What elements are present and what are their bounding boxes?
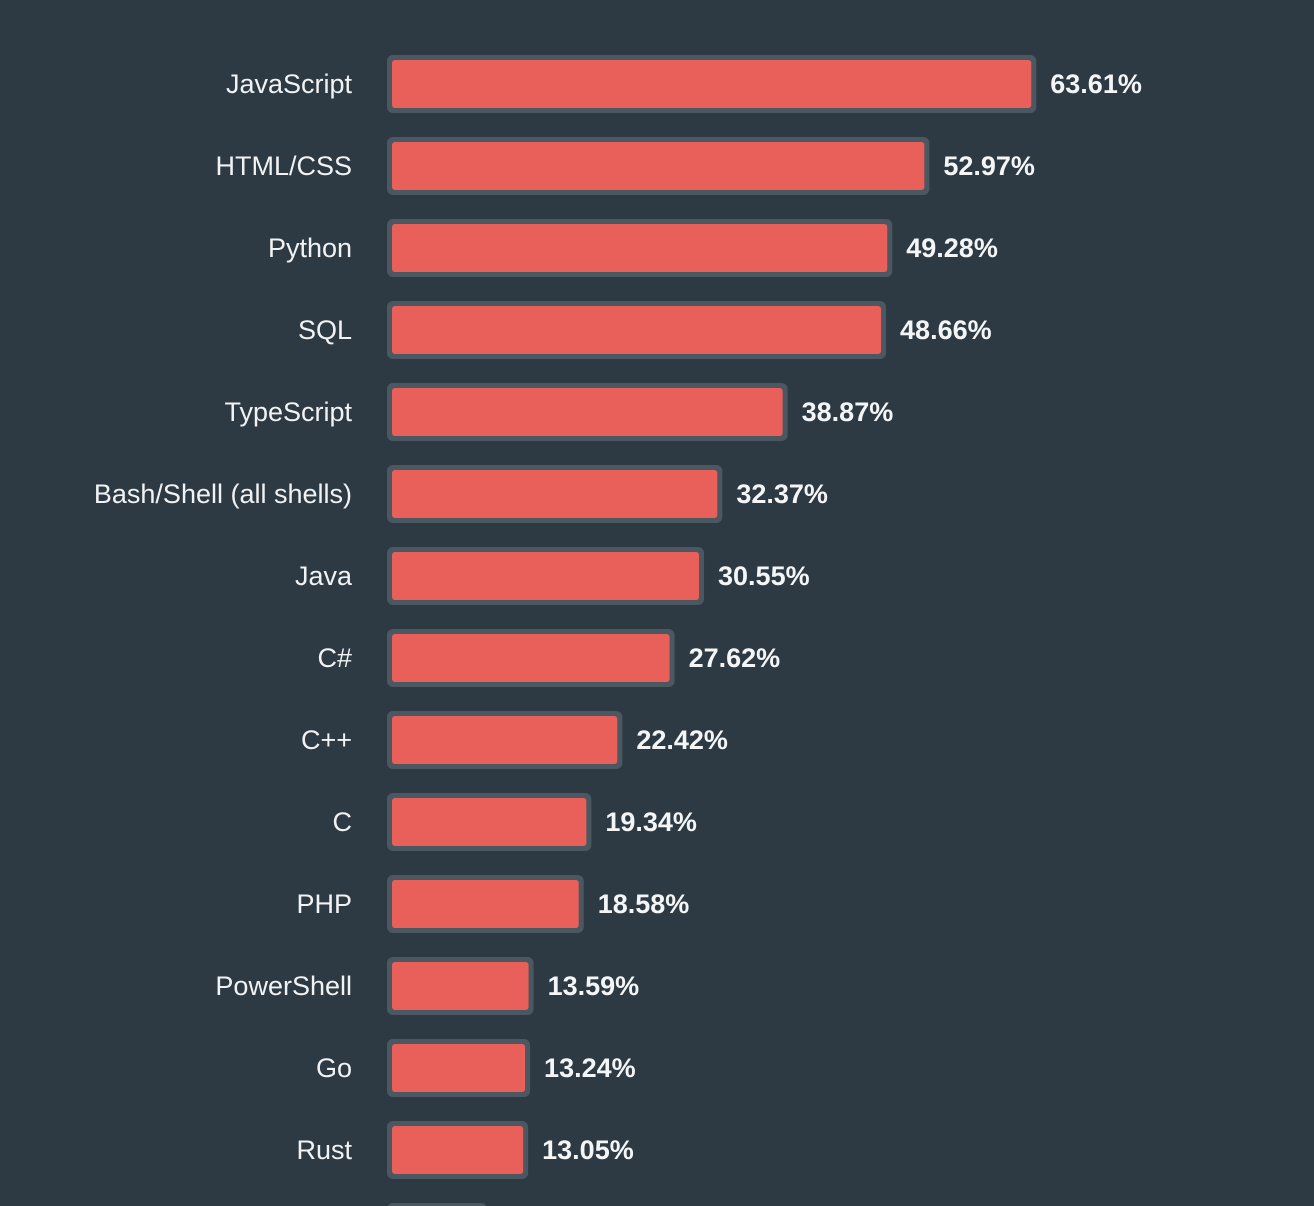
category-label-bash-shell-all-shells: Bash/Shell (all shells): [94, 479, 352, 509]
value-label-rust: 13.05%: [542, 1135, 634, 1165]
category-label-javascript: JavaScript: [226, 69, 353, 99]
value-label-powershell: 13.59%: [548, 971, 640, 1001]
category-label-rust: Rust: [296, 1135, 352, 1165]
category-label-java: Java: [295, 561, 353, 591]
value-label-python: 49.28%: [906, 233, 998, 263]
category-label-typescript: TypeScript: [224, 397, 352, 427]
value-label-javascript: 63.61%: [1050, 69, 1142, 99]
bar-javascript: [392, 60, 1032, 108]
value-label-bash-shell-all-shells: 32.37%: [736, 479, 828, 509]
category-label-php: PHP: [296, 889, 352, 919]
bar-c: [392, 634, 670, 682]
value-label-c: 27.62%: [689, 643, 781, 673]
value-label-java: 30.55%: [718, 561, 810, 591]
category-label-python: Python: [268, 233, 352, 263]
bar-php: [392, 880, 579, 928]
bar-html-css: [392, 142, 925, 190]
bar-typescript: [392, 388, 783, 436]
value-label-c: 19.34%: [605, 807, 697, 837]
bar-c: [392, 798, 587, 846]
value-label-sql: 48.66%: [900, 315, 992, 345]
bar-java: [392, 552, 700, 600]
bar-outline-truncated: [387, 1203, 487, 1206]
bars-group: JavaScript 63.61% HTML/CSS 52.97% Python 49.2…: [94, 55, 1142, 1206]
category-label-c: C++: [301, 725, 352, 755]
bar-bash-shell-all-shells: [392, 470, 718, 518]
category-label-powershell: PowerShell: [215, 971, 352, 1001]
bar-rust: [392, 1126, 524, 1174]
value-label-html-css: 52.97%: [943, 151, 1035, 181]
bar-powershell: [392, 962, 529, 1010]
bar-sql: [392, 306, 882, 354]
bar-python: [392, 224, 888, 272]
value-label-typescript: 38.87%: [802, 397, 894, 427]
bar-c: [392, 716, 618, 764]
category-label-html-css: HTML/CSS: [215, 151, 352, 181]
category-label-c: C: [333, 807, 353, 837]
bar-go: [392, 1044, 526, 1092]
category-label-c: C#: [317, 643, 352, 673]
category-label-sql: SQL: [298, 315, 352, 345]
value-label-go: 13.24%: [544, 1053, 636, 1083]
category-label-go: Go: [316, 1053, 352, 1083]
value-label-c: 22.42%: [636, 725, 728, 755]
value-label-php: 18.58%: [598, 889, 690, 919]
